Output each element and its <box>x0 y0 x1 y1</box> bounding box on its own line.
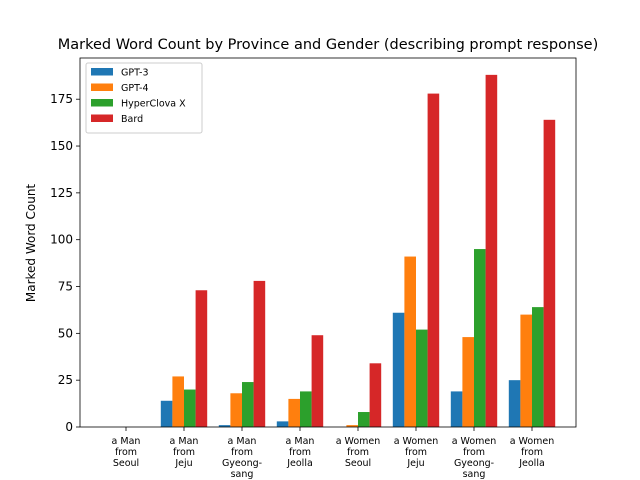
y-tick-label: 25 <box>58 373 73 387</box>
bar-bard <box>427 93 440 427</box>
legend-label: HyperClova X <box>121 99 186 110</box>
y-axis-label: Marked Word Count <box>24 184 38 303</box>
y-tick-label: 0 <box>65 420 73 434</box>
x-tick-label: a Women from Jeolla <box>510 436 555 469</box>
bar-bard <box>195 290 208 427</box>
bar-gpt-3 <box>450 391 463 427</box>
legend-label: GPT-3 <box>121 68 149 79</box>
y-tick-label: 150 <box>50 139 73 153</box>
bar-gpt-3 <box>160 400 173 427</box>
bar-hyperclova-x <box>474 249 486 427</box>
bar-gpt-3 <box>392 312 405 427</box>
y-axis-ticks: 0 25 50 75 100 125 150 175 <box>50 92 80 434</box>
bar-hyperclova-x <box>184 389 196 427</box>
plot-frame <box>79 57 577 428</box>
y-tick-label: 50 <box>58 326 73 340</box>
y-tick-label: 100 <box>50 233 73 247</box>
bars-group <box>160 74 556 428</box>
bar-gpt-4 <box>520 314 532 427</box>
bar-hyperclova-x <box>358 412 370 427</box>
x-axis-ticks: a Man from Seoul a Man from Jeju a Man from Gyeo… <box>112 427 555 480</box>
legend-label: Bard <box>121 114 143 125</box>
bar-gpt-4 <box>404 256 416 427</box>
legend-swatch <box>91 68 113 76</box>
bar-hyperclova-x <box>300 391 312 427</box>
bar-gpt-4 <box>346 425 358 427</box>
x-tick-label: a Man from Gyeong-sang <box>222 436 262 480</box>
bar-bard <box>369 363 382 427</box>
bar-hyperclova-x <box>532 307 544 427</box>
legend-swatch <box>91 83 113 91</box>
legend: GPT-3 GPT-4 HyperClova X Bard <box>85 62 203 134</box>
bar-hyperclova-x <box>416 329 428 427</box>
y-tick-label: 75 <box>58 280 73 294</box>
bar-gpt-3 <box>218 425 231 427</box>
legend-frame <box>85 62 203 134</box>
legend-label: GPT-4 <box>121 83 149 94</box>
bar-gpt-4 <box>172 376 184 427</box>
x-tick-label: a Man from Seoul <box>112 436 141 469</box>
bar-bard <box>485 74 498 428</box>
bar-bard <box>253 280 266 427</box>
bar-hyperclova-x <box>242 382 254 427</box>
legend-swatch <box>91 114 113 122</box>
bar-gpt-4 <box>462 337 474 427</box>
y-tick-label: 125 <box>50 186 73 200</box>
bar-bard <box>543 119 556 427</box>
x-tick-label: a Women from Gyeong-sang <box>452 436 497 480</box>
x-tick-label: a Man from Jeju <box>170 436 199 469</box>
chart-title: Marked Word Count by Province and Gender… <box>58 37 599 53</box>
bar-bard <box>311 335 324 427</box>
y-tick-label: 175 <box>50 92 73 106</box>
bar-gpt-4 <box>230 393 242 427</box>
bar-gpt-3 <box>276 421 289 427</box>
bar-gpt-3 <box>508 380 521 427</box>
x-tick-label: a Man from Jeolla <box>286 436 315 469</box>
x-tick-label: a Women from Seoul <box>336 436 381 469</box>
legend-swatch <box>91 99 113 107</box>
bar-gpt-4 <box>288 398 300 427</box>
x-tick-label: a Women from Jeju <box>394 436 439 469</box>
